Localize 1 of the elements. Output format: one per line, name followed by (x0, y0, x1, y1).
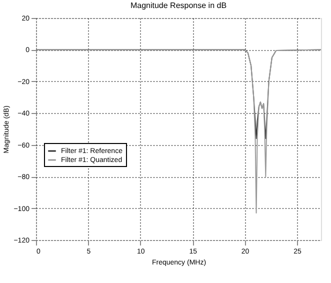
chart-title: Magnitude Response in dB (130, 1, 227, 10)
